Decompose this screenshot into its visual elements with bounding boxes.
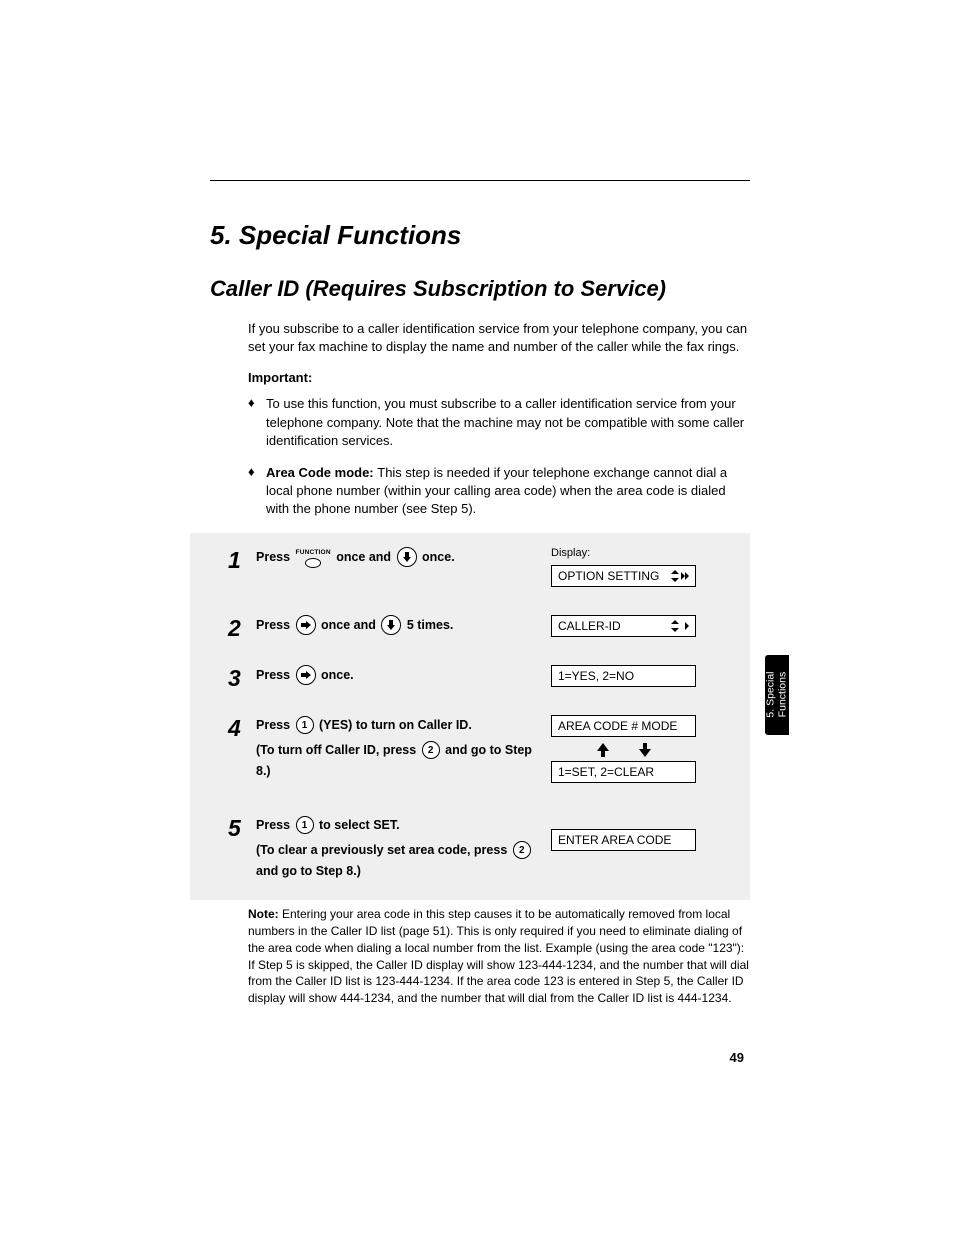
transition-arrows-icon <box>551 743 696 757</box>
step-instruction: Press FUNCTION once and once. <box>256 547 541 568</box>
display-box: ENTER AREA CODE <box>551 829 696 851</box>
display-box: 1=SET, 2=CLEAR <box>551 761 696 783</box>
numeric-key-2-icon: 2 <box>513 841 531 859</box>
step-number: 3 <box>228 665 256 690</box>
nav-arrows-icon <box>671 620 689 632</box>
step-instruction: Press once and 5 times. <box>256 615 541 636</box>
intro-paragraph: If you subscribe to a caller identificat… <box>248 320 750 356</box>
display-text: 1=SET, 2=CLEAR <box>558 765 654 779</box>
down-key-icon <box>397 547 417 567</box>
display-box: AREA CODE # MODE <box>551 715 696 737</box>
step-number: 5 <box>228 815 256 840</box>
note-text: Entering your area code in this step cau… <box>248 907 749 1005</box>
section-title: Caller ID (Requires Subscription to Serv… <box>210 276 750 302</box>
bullet-item: ♦ To use this function, you must subscri… <box>248 395 750 450</box>
step-row-3: 3 Press once. 1=YES, 2=NO <box>228 665 740 693</box>
bullet-bold-prefix: Area Code mode: <box>266 465 377 480</box>
nav-arrows-icon <box>671 570 689 582</box>
bullet-text: To use this function, you must subscribe… <box>266 395 750 450</box>
page-content: 5. Special Functions Caller ID (Requires… <box>210 180 750 1007</box>
bullet-marker: ♦ <box>248 395 266 450</box>
important-label: Important: <box>248 370 750 385</box>
function-key-icon: FUNCTION <box>296 547 331 568</box>
display-text: ENTER AREA CODE <box>558 833 671 847</box>
step-number: 1 <box>228 547 256 572</box>
display-label: Display: <box>551 547 740 559</box>
note-paragraph: Note: Entering your area code in this st… <box>248 906 750 1007</box>
chapter-title: 5. Special Functions <box>210 220 750 251</box>
note-label: Note: <box>248 907 282 921</box>
bullet-text: Area Code mode: This step is needed if y… <box>266 464 750 519</box>
display-box: CALLER-ID <box>551 615 696 637</box>
display-box: OPTION SETTING <box>551 565 696 587</box>
step-instruction: Press once. <box>256 665 541 686</box>
display-box: 1=YES, 2=NO <box>551 665 696 687</box>
side-tab: 5. Special Functions <box>765 655 789 735</box>
display-text: CALLER-ID <box>558 619 621 633</box>
steps-block: 1 Press FUNCTION once and once. Display:… <box>190 533 750 901</box>
side-tab-line2: Functions <box>776 672 788 718</box>
right-key-icon <box>296 615 316 635</box>
page-number: 49 <box>730 1050 744 1065</box>
step-row-5: 5 Press 1 to select SET.(To clear a prev… <box>228 815 740 883</box>
step-instruction: Press 1 to select SET.(To clear a previo… <box>256 815 541 883</box>
numeric-key-2-icon: 2 <box>422 741 440 759</box>
display-text: 1=YES, 2=NO <box>558 669 634 683</box>
bullet-marker: ♦ <box>248 464 266 519</box>
step-row-4: 4 Press 1 (YES) to turn on Caller ID.(To… <box>228 715 740 789</box>
numeric-key-1-icon: 1 <box>296 716 314 734</box>
side-tab-line1: 5. Special <box>764 672 776 718</box>
step-number: 4 <box>228 715 256 740</box>
display-text: AREA CODE # MODE <box>558 719 677 733</box>
numeric-key-1-icon: 1 <box>296 816 314 834</box>
right-key-icon <box>296 665 316 685</box>
down-key-icon <box>381 615 401 635</box>
step-instruction: Press 1 (YES) to turn on Caller ID.(To t… <box>256 715 541 783</box>
display-text: OPTION SETTING <box>558 569 659 583</box>
step-row-2: 2 Press once and 5 times. CALLER-ID <box>228 615 740 643</box>
step-number: 2 <box>228 615 256 640</box>
step-row-1: 1 Press FUNCTION once and once. Display:… <box>228 547 740 593</box>
bullet-item: ♦ Area Code mode: This step is needed if… <box>248 464 750 519</box>
